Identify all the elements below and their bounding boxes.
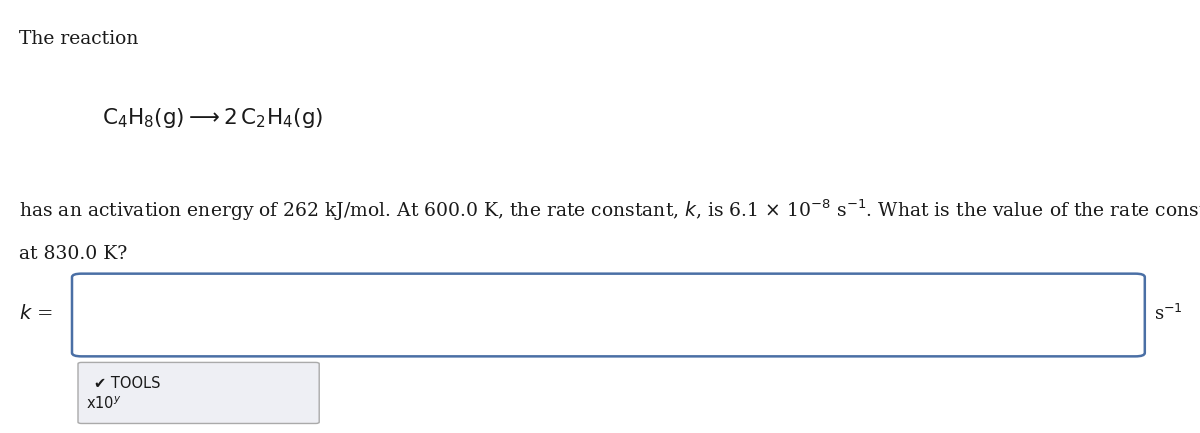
Text: $k$ =: $k$ = <box>19 304 53 323</box>
Text: at 830.0 K?: at 830.0 K? <box>19 245 127 263</box>
Text: s$^{-1}$: s$^{-1}$ <box>1154 304 1183 324</box>
Text: $\mathrm{C_4H_8(g) \longrightarrow 2\,C_2H_4(g)}$: $\mathrm{C_4H_8(g) \longrightarrow 2\,C_… <box>102 106 323 130</box>
FancyBboxPatch shape <box>78 362 319 423</box>
Text: The reaction: The reaction <box>19 30 138 48</box>
FancyBboxPatch shape <box>72 274 1145 356</box>
Text: x10$^{y}$: x10$^{y}$ <box>86 396 122 412</box>
Text: ✔ TOOLS: ✔ TOOLS <box>94 376 160 391</box>
Text: has an activation energy of 262 kJ/mol. At 600.0 K, the rate constant, $k$, is 6: has an activation energy of 262 kJ/mol. … <box>19 197 1200 223</box>
